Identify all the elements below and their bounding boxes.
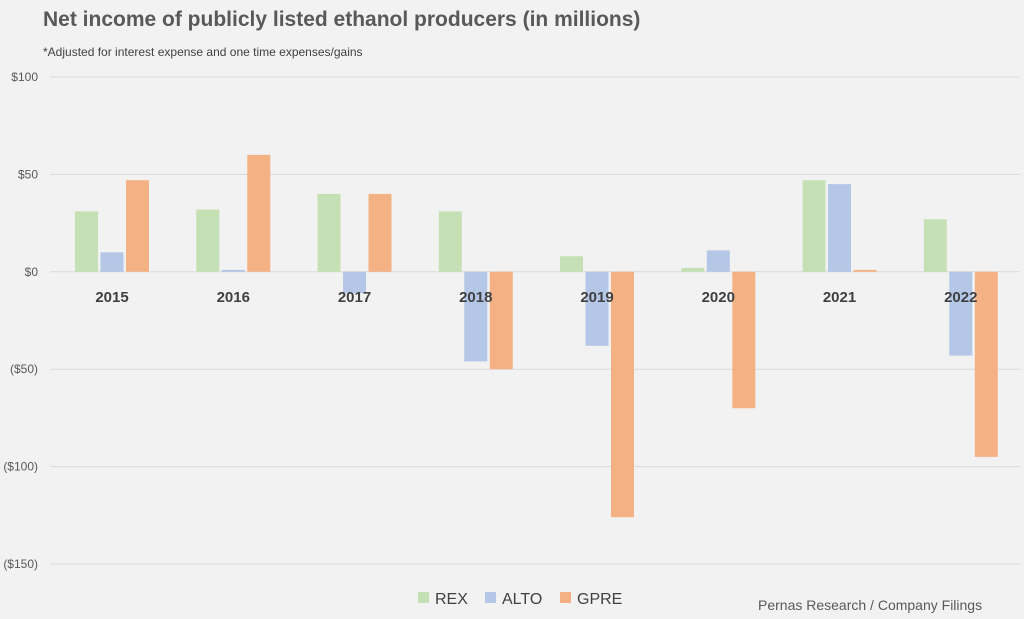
bar-rex-2017 (317, 193, 341, 272)
legend-label-rex: REX (435, 591, 468, 608)
bars (75, 154, 998, 518)
y-axis-ticks: $100 $50 $0 ($50) ($100) ($150) (3, 70, 38, 571)
y-tick-label: $50 (18, 167, 38, 181)
bar-alto-2016 (221, 269, 245, 272)
legend-swatch-rex (418, 592, 429, 603)
x-tick-label: 2020 (702, 289, 735, 306)
bar-gpre-2018 (489, 271, 513, 370)
legend-swatch-alto (485, 592, 496, 603)
bar-alto-2018 (464, 271, 488, 362)
x-tick-label: 2022 (944, 289, 977, 306)
bar-rex-2022 (923, 219, 947, 272)
y-tick-label: ($50) (10, 362, 38, 376)
bar-rex-2016 (196, 209, 220, 272)
bar-gpre-2021 (853, 269, 877, 272)
x-tick-label: 2019 (580, 289, 613, 306)
x-tick-label: 2016 (217, 289, 250, 306)
x-tick-label: 2018 (459, 289, 492, 306)
bar-alto-2022 (949, 271, 973, 356)
legend-label-alto: ALTO (502, 591, 542, 608)
x-tick-label: 2017 (338, 289, 371, 306)
x-tick-label: 2015 (95, 289, 128, 306)
bar-rex-2019 (560, 256, 583, 272)
bar-gpre-2022 (974, 271, 998, 457)
x-tick-label: 2021 (823, 289, 856, 306)
chart-title: Net income of publicly listed ethanol pr… (43, 8, 641, 31)
bar-rex-2020 (681, 267, 705, 272)
bar-gpre-2016 (247, 154, 271, 272)
source-note: Pernas Research / Company Filings (758, 597, 983, 613)
gridlines (50, 76, 1020, 565)
bar-gpre-2017 (368, 193, 392, 272)
bar-alto-2015 (100, 252, 124, 272)
legend: REX ALTO GPRE (418, 591, 622, 608)
y-tick-label: ($150) (3, 557, 38, 571)
bar-gpre-2020 (732, 271, 756, 409)
bar-alto-2020 (706, 250, 730, 272)
bar-alto-2017 (343, 271, 366, 294)
bar-alto-2019 (585, 271, 609, 346)
bar-gpre-2019 (611, 271, 634, 518)
y-tick-label: ($100) (3, 460, 38, 474)
x-axis-labels: 2015 2016 2017 2018 2019 2020 2021 2022 (95, 289, 977, 306)
chart-subtitle: *Adjusted for interest expense and one t… (43, 45, 363, 59)
legend-label-gpre: GPRE (577, 591, 622, 608)
y-tick-label: $0 (25, 265, 39, 279)
bar-alto-2021 (828, 184, 851, 272)
bar-rex-2015 (75, 211, 98, 272)
bar-rex-2018 (438, 211, 462, 272)
bar-gpre-2015 (126, 180, 149, 272)
bar-rex-2021 (802, 180, 826, 272)
y-tick-label: $100 (11, 70, 38, 84)
legend-swatch-gpre (560, 592, 571, 603)
